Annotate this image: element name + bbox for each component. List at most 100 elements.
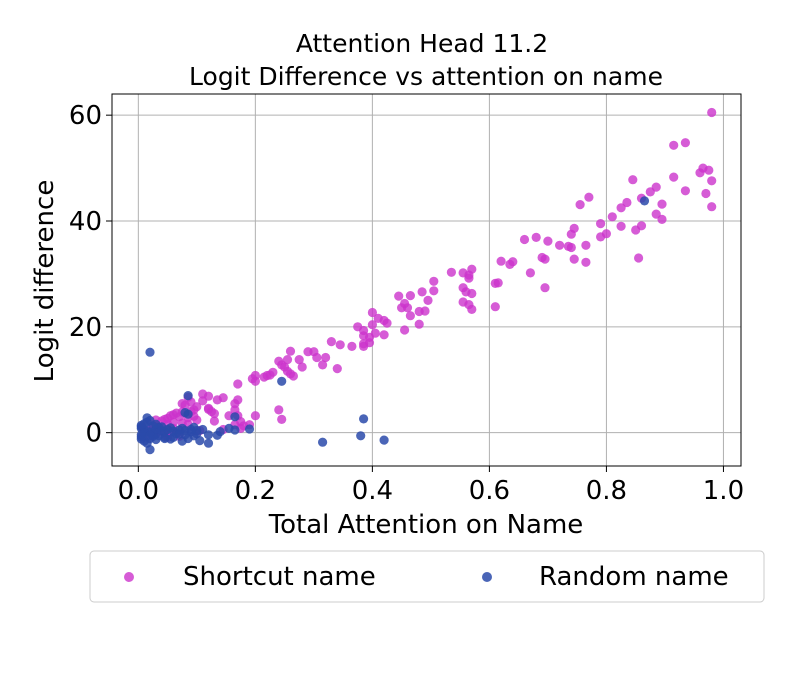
- shortcut-name-point: [490, 302, 500, 312]
- random-name-point: [639, 196, 650, 206]
- shortcut-name-point: [382, 318, 392, 328]
- shortcut-name-point: [180, 400, 190, 410]
- legend-label-shortcut: Shortcut name: [183, 562, 376, 592]
- random-name-point: [195, 436, 205, 446]
- shortcut-name-point: [540, 283, 550, 293]
- shortcut-name-point: [704, 165, 714, 175]
- shortcut-name-point: [467, 304, 477, 314]
- chart-title-line-2: Logit Difference vs attention on name: [189, 62, 663, 91]
- y-tick-label: 0: [85, 419, 102, 449]
- series-random-name: [136, 196, 650, 455]
- random-name-point: [160, 433, 170, 444]
- x-tick-label: 0.4: [352, 476, 393, 506]
- legend-marker-random: [482, 572, 492, 582]
- shortcut-name-point: [651, 209, 661, 219]
- shortcut-name-point: [669, 140, 679, 150]
- shortcut-name-point: [505, 259, 515, 269]
- random-name-point: [277, 376, 287, 386]
- legend-box: [89, 550, 765, 603]
- shortcut-name-point: [405, 291, 415, 301]
- random-name-point: [180, 430, 190, 440]
- shortcut-name-point: [347, 341, 357, 351]
- random-name-point: [244, 424, 255, 434]
- shortcut-name-point: [657, 199, 667, 209]
- legend-marker-shortcut: [124, 572, 134, 582]
- shortcut-name-point: [326, 337, 336, 347]
- random-name-point: [183, 391, 193, 401]
- shortcut-name-point: [680, 186, 691, 196]
- y-tick-label: 20: [69, 313, 102, 343]
- shortcut-name-point: [543, 236, 553, 246]
- shortcut-name-point: [581, 240, 591, 250]
- shortcut-name-point: [379, 330, 389, 340]
- shortcut-name-point: [417, 287, 427, 297]
- shortcut-name-point: [461, 287, 471, 297]
- random-name-point: [142, 413, 152, 423]
- shortcut-name-point: [212, 395, 222, 405]
- shortcut-name-point: [423, 295, 433, 305]
- shortcut-name-point: [563, 241, 574, 251]
- shortcut-name-point: [198, 396, 208, 406]
- shortcut-name-point: [645, 187, 655, 197]
- random-name-point: [359, 414, 369, 424]
- shortcut-name-point: [596, 219, 606, 229]
- shortcut-name-point: [230, 399, 240, 409]
- shortcut-name-point: [250, 376, 260, 386]
- shortcut-name-point: [285, 346, 296, 356]
- shortcut-name-point: [525, 268, 536, 278]
- random-name-point: [230, 425, 240, 435]
- shortcut-name-point: [414, 319, 424, 329]
- shortcut-name-point: [707, 176, 717, 186]
- shortcut-name-point: [321, 352, 331, 363]
- shortcut-name-point: [707, 107, 717, 118]
- shortcut-name-point: [277, 414, 287, 424]
- random-name-point: [203, 438, 214, 448]
- shortcut-name-point: [373, 313, 383, 323]
- x-tick-label: 0.2: [235, 476, 276, 506]
- x-tick-label: 0.6: [469, 476, 510, 506]
- y-tick-label: 40: [69, 207, 102, 237]
- shortcut-name-point: [209, 409, 219, 419]
- shortcut-name-point: [596, 232, 606, 242]
- random-name-point: [318, 437, 328, 447]
- random-name-point: [356, 431, 366, 441]
- shortcut-name-point: [318, 360, 328, 370]
- shortcut-name-point: [555, 240, 565, 250]
- legend-label-random: Random name: [539, 562, 729, 592]
- random-name-point: [157, 422, 167, 432]
- shortcut-name-point: [540, 254, 550, 264]
- shortcut-name-point: [657, 214, 667, 224]
- x-ticks: 0.0 0.2 0.4 0.6 0.8 1.0: [118, 466, 744, 506]
- shortcut-name-point: [566, 229, 576, 239]
- shortcut-name-point: [490, 278, 500, 288]
- shortcut-name-point: [669, 172, 679, 182]
- shortcut-name-point: [259, 372, 269, 382]
- shortcut-name-point: [367, 320, 377, 330]
- shortcut-name-point: [405, 311, 415, 321]
- random-name-point: [145, 445, 155, 455]
- shortcut-name-point: [446, 267, 456, 277]
- chart-title-line-1: Attention Head 11.2: [296, 29, 548, 58]
- shortcut-name-point: [496, 256, 506, 266]
- series-shortcut-name: [142, 107, 717, 442]
- random-name-point: [203, 430, 214, 440]
- shortcut-name-point: [531, 232, 541, 242]
- shortcut-name-point: [707, 202, 717, 212]
- shortcut-name-point: [575, 200, 585, 210]
- shortcut-name-point: [701, 188, 711, 199]
- shortcut-name-point: [282, 355, 293, 365]
- legend: Shortcut name Random name: [89, 550, 765, 603]
- random-name-point: [379, 435, 389, 445]
- shortcut-name-point: [569, 254, 579, 264]
- shortcut-name-point: [607, 212, 617, 222]
- shortcut-name-point: [519, 234, 530, 245]
- shortcut-name-point: [332, 364, 342, 374]
- shortcut-name-point: [429, 286, 439, 296]
- shortcut-name-point: [397, 303, 407, 313]
- shortcut-name-point: [581, 257, 591, 267]
- y-axis-label: Logit difference: [30, 180, 60, 383]
- shortcut-name-point: [695, 168, 705, 178]
- random-name-point: [145, 347, 155, 357]
- shortcut-name-point: [636, 221, 647, 231]
